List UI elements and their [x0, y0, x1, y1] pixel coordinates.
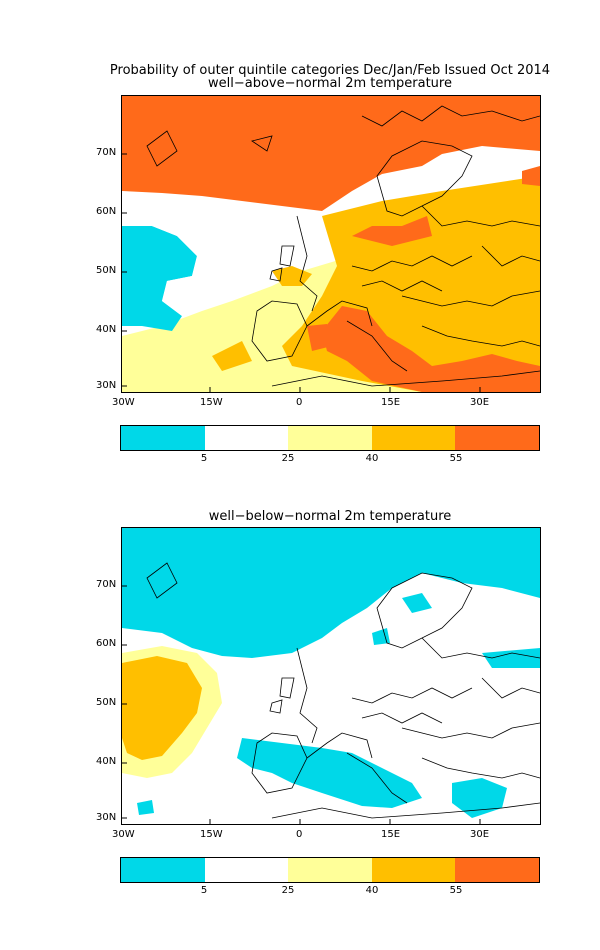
lat-label-30n: 30N	[96, 380, 117, 391]
lat-label-40n: 40N	[96, 324, 117, 335]
colorbar-1-label-40: 40	[365, 453, 379, 464]
prob-above-55-north	[122, 96, 540, 211]
colorbar-seg-below-5	[121, 858, 205, 882]
lon-label-15w: 15W	[200, 397, 223, 408]
lon-label-30e-2: 30E	[470, 829, 490, 840]
lat-label-60n-2: 60N	[96, 638, 117, 649]
lat-label-40n-2: 40N	[96, 756, 117, 767]
panel-1-subtitle: well−above−normal 2m temperature	[208, 76, 452, 91]
lon-label-0-2: 0	[296, 829, 303, 840]
prob-40-55-west	[122, 656, 202, 760]
colorbar-seg-25-40	[288, 426, 372, 450]
colorbar-seg-40-55	[371, 426, 456, 450]
main-title: Probability of outer quintile categories…	[109, 63, 551, 78]
lon-label-30w: 30W	[112, 397, 135, 408]
prob-below-5-north	[122, 528, 540, 658]
colorbar-2	[120, 857, 540, 883]
prob-above-55-south	[322, 306, 540, 392]
lat-label-50n-2: 50N	[96, 697, 117, 708]
colorbar-seg-40-55	[371, 858, 456, 882]
colorbar-seg-25-40	[288, 858, 372, 882]
lon-label-15w-2: 15W	[200, 829, 223, 840]
map-well-below-normal	[121, 527, 541, 825]
colorbar-1-label-25: 25	[281, 453, 295, 464]
lat-label-60n: 60N	[96, 206, 117, 217]
prob-below-5-south	[237, 738, 422, 808]
colorbar-seg-below-5	[121, 426, 205, 450]
lat-label-30n-2: 30N	[96, 812, 117, 823]
lon-label-30e: 30E	[470, 397, 490, 408]
colorbar-2-label-25: 25	[281, 885, 295, 896]
colorbar-2-label-5: 5	[200, 885, 208, 896]
lon-label-0: 0	[296, 397, 303, 408]
colorbar-seg-5-25	[204, 858, 289, 882]
map-well-above-normal	[121, 95, 541, 393]
colorbar-1-label-5: 5	[200, 453, 208, 464]
lat-label-70n-2: 70N	[96, 579, 117, 590]
colorbar-1	[120, 425, 540, 451]
colorbar-seg-5-25	[204, 426, 289, 450]
lon-label-30w-2: 30W	[112, 829, 135, 840]
prob-below-5-region	[122, 226, 197, 331]
lon-label-15e: 15E	[381, 397, 401, 408]
lat-label-50n: 50N	[96, 265, 117, 276]
lat-label-70n: 70N	[96, 147, 117, 158]
colorbar-2-label-55: 55	[449, 885, 463, 896]
colorbar-seg-above-55	[455, 858, 539, 882]
panel-2-subtitle: well−below−normal 2m temperature	[208, 509, 452, 524]
colorbar-2-label-40: 40	[365, 885, 379, 896]
lon-label-15e-2: 15E	[381, 829, 401, 840]
colorbar-seg-above-55	[455, 426, 539, 450]
colorbar-1-label-55: 55	[449, 453, 463, 464]
